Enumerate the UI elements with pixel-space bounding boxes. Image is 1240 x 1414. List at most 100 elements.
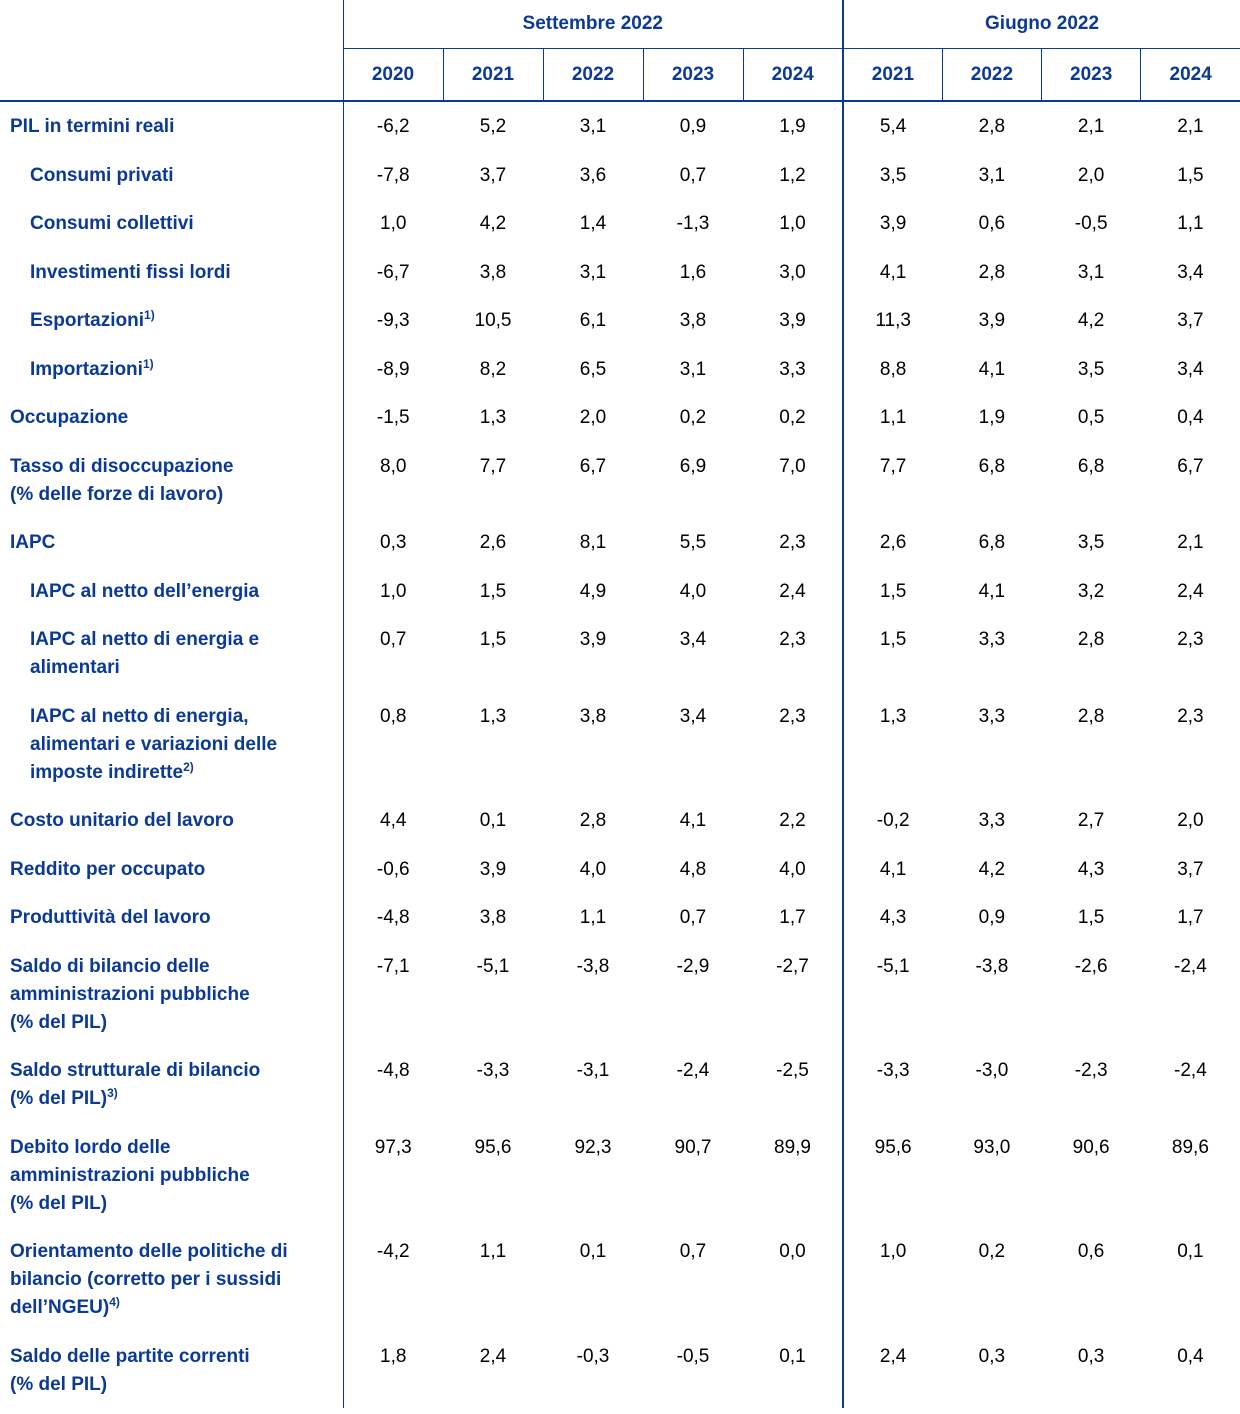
table-row: IAPC al netto dell’energia 1,0 1,5 4,9 4,0 2,… [0, 566, 1240, 615]
value-cell: 1,0 [842, 1227, 943, 1332]
value-cell: 2,0 [1077, 164, 1105, 186]
value-cell: 95,6 [474, 1136, 512, 1158]
value-cell: -2,9 [676, 955, 710, 977]
row-label-line: Produttività del lavoro [10, 907, 211, 928]
row-label: Consumi collettivi [0, 199, 343, 248]
value-cell: 1,5 [479, 629, 507, 650]
value-cell: 4,8 [679, 858, 707, 880]
value-cell: 3,9 [579, 629, 607, 650]
row-label-line: Consumi privati [30, 164, 174, 186]
value-cell: 4,4 [342, 796, 443, 845]
value-cell: -2,4 [676, 1060, 710, 1081]
value-cell: -2,7 [776, 955, 809, 977]
footnote-marker: 1) [144, 308, 155, 322]
value-cell: 0,6 [978, 213, 1006, 234]
value-cell: 2,1 [1077, 116, 1105, 137]
value-cell: 3,9 [779, 310, 806, 331]
value-cell: -6,2 [342, 101, 443, 151]
value-cell: 1,9 [779, 116, 806, 137]
year-header: 2023 [1041, 48, 1141, 102]
table-row: Debito lordo delle amministrazioni pubbli… [0, 1122, 1240, 1228]
row-label-line: (% delle forze di lavoro) [10, 483, 224, 505]
value-cell: 3,9 [842, 199, 943, 248]
value-cell: -1,3 [676, 213, 710, 234]
value-cell: 4,1 [679, 810, 707, 831]
value-cell: 4,3 [842, 893, 943, 942]
table-row: IAPC 0,3 2,6 8,1 5,5 2,3 2,6 6,8 3,5 2,1 [0, 518, 1240, 567]
value-cell: 2,4 [479, 1345, 507, 1367]
value-cell: 0,5 [1077, 407, 1105, 428]
value-cell: 3,5 [1077, 532, 1105, 553]
year-header: 2020 [342, 48, 443, 102]
row-label: IAPC [0, 518, 343, 567]
row-label: Saldo delle partite correnti (% del PIL) [0, 1332, 343, 1409]
value-cell: 3,5 [1077, 358, 1105, 380]
row-label: Tasso di disoccupazione (% delle forze di… [0, 442, 343, 519]
row-label-line: alimentari [30, 657, 120, 678]
row-label-line: IAPC [10, 532, 56, 553]
table-row: Costo unitario del lavoro 4,4 0,1 2,8 4,1 2,2… [0, 796, 1240, 845]
table-row: Occupazione -1,5 1,3 2,0 0,2 0,2 1,1 1,9 0,5 0,4 [0, 393, 1240, 442]
value-cell: -3,1 [576, 1060, 610, 1081]
value-cell: 3,7 [1177, 310, 1204, 331]
row-label-line: Consumi collettivi [30, 213, 194, 234]
value-cell: 0,1 [779, 1345, 806, 1367]
value-cell: 10,5 [474, 310, 512, 331]
year-header-row: 2020 2021 2022 2023 2024 2021 2022 2023 2024 [0, 48, 1240, 102]
value-cell: -7,1 [342, 941, 443, 1046]
value-cell: 1,1 [1177, 213, 1204, 234]
value-cell: 1,4 [579, 213, 607, 234]
value-cell: 6,8 [978, 455, 1006, 477]
value-cell: 2,1 [1177, 116, 1204, 137]
value-cell: 4,1 [842, 247, 943, 296]
value-cell: 0,4 [1177, 1345, 1204, 1367]
group-header: Giugno 2022 [842, 0, 1240, 49]
value-cell: -3,8 [975, 955, 1009, 977]
row-label-line: (% del PIL) [10, 1088, 108, 1109]
row-label: Debito lordo delle amministrazioni pubbli… [0, 1123, 343, 1228]
value-cell: 4,1 [978, 358, 1006, 380]
value-cell: 5,5 [679, 532, 707, 553]
value-cell: 3,1 [679, 358, 707, 380]
value-cell: 2,4 [1177, 580, 1204, 602]
value-cell: 2,3 [779, 532, 806, 553]
value-cell: -2,4 [1174, 955, 1207, 977]
value-cell: 1,0 [342, 199, 443, 248]
value-cell: 0,1 [579, 1241, 607, 1262]
value-cell: -0,6 [342, 844, 443, 893]
value-cell: 4,0 [579, 858, 607, 880]
value-cell: 1,3 [479, 407, 507, 428]
value-cell: -5,1 [842, 941, 943, 1046]
value-cell: 0,7 [679, 1241, 707, 1262]
value-cell: 3,4 [1177, 261, 1204, 283]
value-cell: 1,6 [679, 261, 707, 283]
row-label-line: Occupazione [10, 407, 129, 428]
value-cell: 7,0 [779, 455, 806, 477]
value-cell: 3,8 [479, 907, 507, 928]
corner-cell [0, 0, 343, 49]
value-cell: 6,1 [579, 310, 607, 331]
value-cell: 4,3 [1077, 858, 1105, 880]
value-cell: 1,5 [1177, 164, 1204, 186]
value-cell: 95,6 [842, 1122, 943, 1227]
value-cell: -6,7 [342, 247, 443, 296]
value-cell: 3,9 [978, 310, 1006, 331]
value-cell: 3,8 [679, 310, 707, 331]
value-cell: 5,4 [842, 101, 943, 151]
value-cell: 4,0 [779, 858, 806, 880]
value-cell: 3,3 [779, 358, 806, 380]
value-cell: 0,7 [679, 907, 707, 928]
footnote-marker: 4) [109, 1295, 120, 1309]
row-label-line: amministrazioni pubbliche [10, 1164, 250, 1186]
value-cell: -8,9 [342, 344, 443, 393]
table-row: Reddito per occupato -0,6 3,9 4,0 4,8 4,0 4,1 4… [0, 844, 1240, 893]
value-cell: 0,0 [779, 1241, 806, 1262]
footnote-marker: 3) [107, 1086, 118, 1100]
value-cell: 4,1 [842, 844, 943, 893]
value-cell: 2,3 [779, 629, 806, 650]
value-cell: 2,4 [842, 1331, 943, 1408]
row-label-line: Debito lordo delle [10, 1136, 171, 1158]
row-label-line: Saldo di bilancio delle [10, 955, 210, 977]
table-row: Investimenti fissi lordi -6,7 3,8 3,1 1,6 3,0… [0, 247, 1240, 296]
row-label: PIL in termini reali [0, 101, 343, 151]
